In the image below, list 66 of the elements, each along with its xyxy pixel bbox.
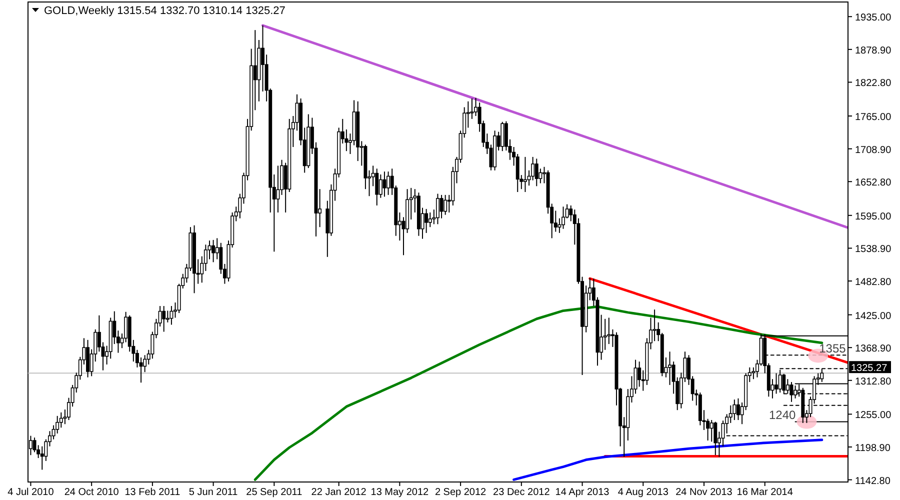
x-tick-label: 2 Sep 2012: [434, 487, 487, 498]
y-tick-label: 1765.00: [855, 112, 892, 124]
candlestick: [523, 156, 527, 193]
candlestick: [652, 309, 656, 342]
y-tick-label: 1935.00: [855, 12, 892, 24]
candlestick: [276, 165, 280, 213]
y-tick-label: 1652.80: [855, 178, 892, 189]
x-tick-label: 23 Dec 2012: [493, 487, 550, 498]
candlestick: [162, 306, 166, 332]
candlestick: [710, 420, 714, 442]
y-tick-label: 1538.90: [855, 244, 892, 256]
y-tick-label: 1368.90: [855, 344, 892, 355]
x-tick-label: 13 Feb 2011: [124, 487, 181, 498]
x-tick-label: 24 Oct 2010: [64, 487, 120, 498]
y-tick-label: 1822.80: [855, 78, 892, 90]
y-tick-label: 1595.00: [855, 211, 892, 222]
y-tick-label: 1198.90: [855, 442, 891, 454]
annotation: 1355: [819, 342, 846, 356]
ref-line-label: 1325.27: [851, 363, 888, 374]
y-tick-label: 1312.80: [855, 376, 892, 388]
candlestick: [774, 372, 778, 394]
candlestick: [534, 158, 538, 187]
x-tick-label: 24 Nov 2013: [676, 487, 733, 498]
candlestick: [558, 218, 562, 234]
line-series: [512, 438, 824, 481]
candlestick: [378, 174, 382, 198]
candlestick: [40, 446, 44, 470]
candlestick: [139, 356, 143, 384]
candlestick: [732, 399, 736, 421]
y-tick-label: 1142.80: [855, 476, 891, 487]
candlestick: [638, 361, 642, 388]
x-tick-label: 22 Jan 2012: [311, 487, 367, 498]
y-tick-label: 1425.00: [855, 310, 892, 322]
candlestick: [444, 194, 448, 216]
candlestick: [86, 339, 90, 378]
candlestick: [736, 398, 740, 421]
candlestick: [562, 206, 565, 230]
y-tick-label: 1878.90: [855, 45, 892, 56]
x-tick-label: 13 May 2012: [370, 487, 430, 498]
x-tick-label: 14 Apr 2013: [555, 487, 610, 498]
candlestick: [424, 208, 428, 234]
candlestick: [440, 194, 444, 219]
x-tick-label: 5 Jun 2011: [188, 487, 238, 498]
candlestick: [436, 193, 440, 225]
candlestick: [170, 306, 174, 326]
y-tick-label: 1708.90: [855, 144, 892, 156]
annotation: 1240: [769, 408, 796, 422]
x-tick-label: 4 Jul 2010: [8, 487, 54, 498]
candlestick: [634, 359, 638, 394]
candlestick: [386, 171, 390, 196]
candlestick: [166, 310, 170, 323]
y-tick-label: 1482.80: [855, 276, 892, 288]
x-tick-label: 25 Sep 2011: [246, 487, 303, 498]
chart-title: GOLD,Weekly 1315.54 1332.70 1310.14 1325.27: [44, 5, 286, 17]
candlestick: [382, 171, 386, 198]
candlestick: [212, 239, 216, 263]
y-tick-label: 1255.00: [855, 410, 892, 422]
candlestick: [752, 366, 756, 380]
candlestick: [500, 121, 504, 152]
candlestick: [714, 421, 718, 456]
candlestick: [428, 212, 432, 228]
candlestick: [668, 351, 672, 386]
x-tick-label: 16 Mar 2014: [736, 487, 794, 498]
candlestick: [208, 240, 212, 260]
candlestick: [375, 168, 379, 206]
x-tick-label: 4 Aug 2013: [618, 487, 669, 498]
